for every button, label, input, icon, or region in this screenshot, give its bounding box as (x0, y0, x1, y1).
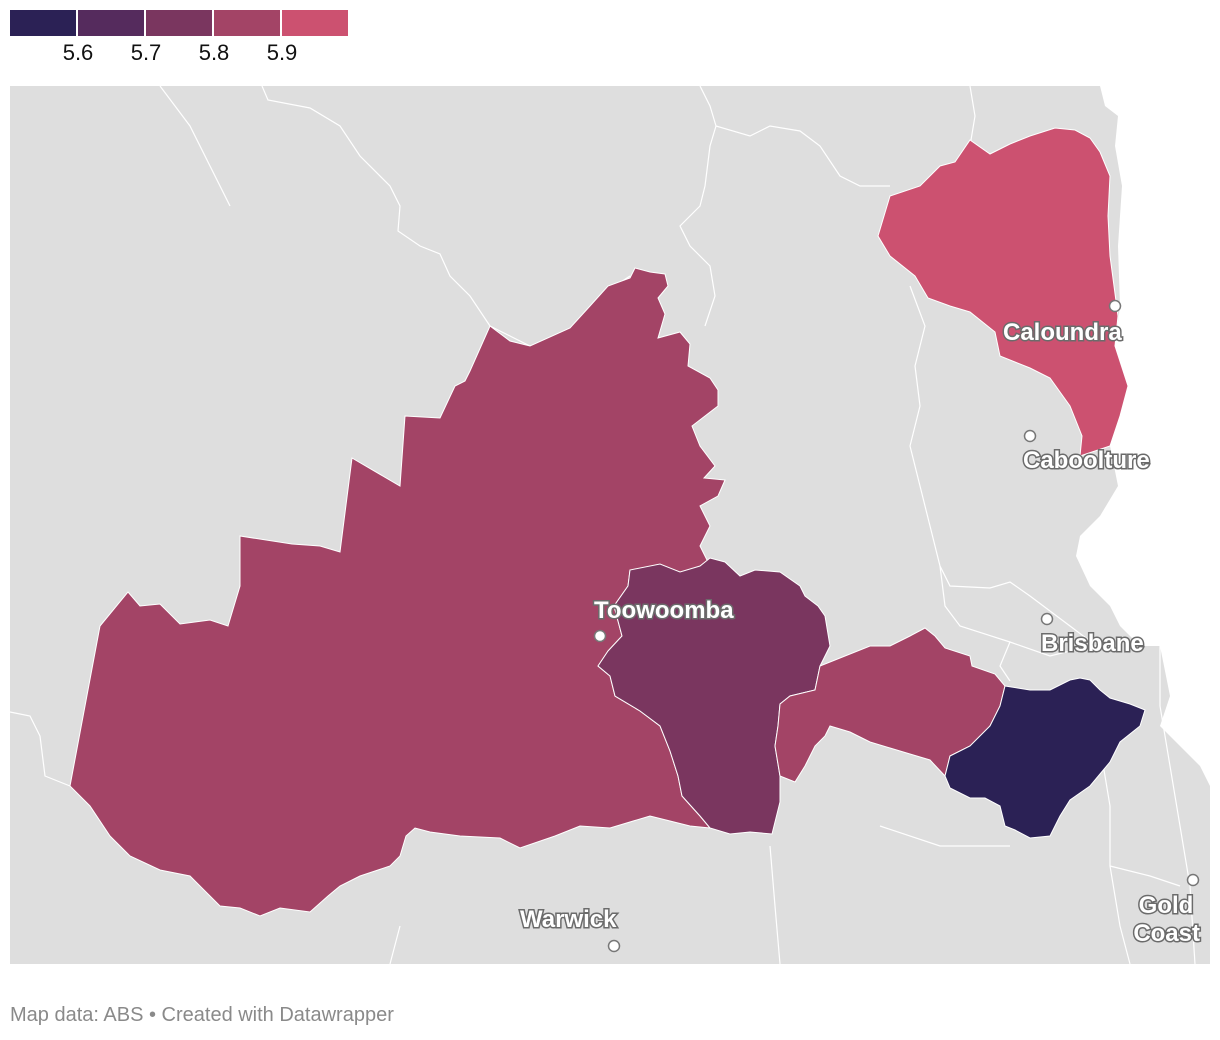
color-legend: 5.6 5.7 5.8 5.9 (10, 10, 350, 66)
city-markers (593, 299, 1200, 953)
city-labels: Caloundra Caboolture Toowoomba Brisbane … (519, 318, 1202, 949)
map-svg: Caloundra Caboolture Toowoomba Brisbane … (10, 86, 1210, 964)
legend-tick-3: 5.8 (198, 40, 230, 65)
toowoomba-label: Toowoomba (594, 597, 734, 624)
region-boundaries (10, 86, 1196, 964)
caloundra-label: Caloundra (1003, 319, 1122, 346)
map-credit: Map data: ABS • Created with Datawrapper (10, 1004, 394, 1026)
caloundra-marker[interactable] (1108, 299, 1122, 313)
legend-swatch-4 (214, 10, 280, 36)
caboolture-label: Caboolture (1023, 447, 1150, 474)
legend-tick-2: 5.7 (130, 40, 162, 65)
warwick-label: Warwick (520, 906, 617, 933)
brisbane-marker[interactable] (1040, 612, 1054, 626)
gold-coast-marker[interactable] (1186, 873, 1200, 887)
legend-swatch-2 (78, 10, 144, 36)
legend-swatch-3 (146, 10, 212, 36)
warwick-marker[interactable] (607, 939, 621, 953)
coastal-water (1076, 86, 1210, 786)
legend-tick-4: 5.9 (266, 40, 298, 65)
legend-tick-1: 5.6 (62, 40, 94, 65)
brisbane-label: Brisbane (1041, 630, 1144, 657)
legend-swatch-5 (282, 10, 348, 36)
choropleth-map[interactable]: Caloundra Caboolture Toowoomba Brisbane … (10, 86, 1210, 964)
caboolture-marker[interactable] (1023, 429, 1037, 443)
gold-coast-label-line-1: Gold (1139, 892, 1194, 919)
gold-coast-label-line-2: Coast (1133, 920, 1200, 947)
region-sunshine-coast-hinterland[interactable] (877, 127, 1129, 457)
gold-coast-label: Gold Coast (1133, 892, 1200, 947)
region-southern-downs-west[interactable] (69, 267, 726, 917)
legend-swatch-1 (10, 10, 76, 36)
toowoomba-marker[interactable] (593, 629, 607, 643)
region-ipswich-southwest[interactable] (944, 677, 1146, 839)
